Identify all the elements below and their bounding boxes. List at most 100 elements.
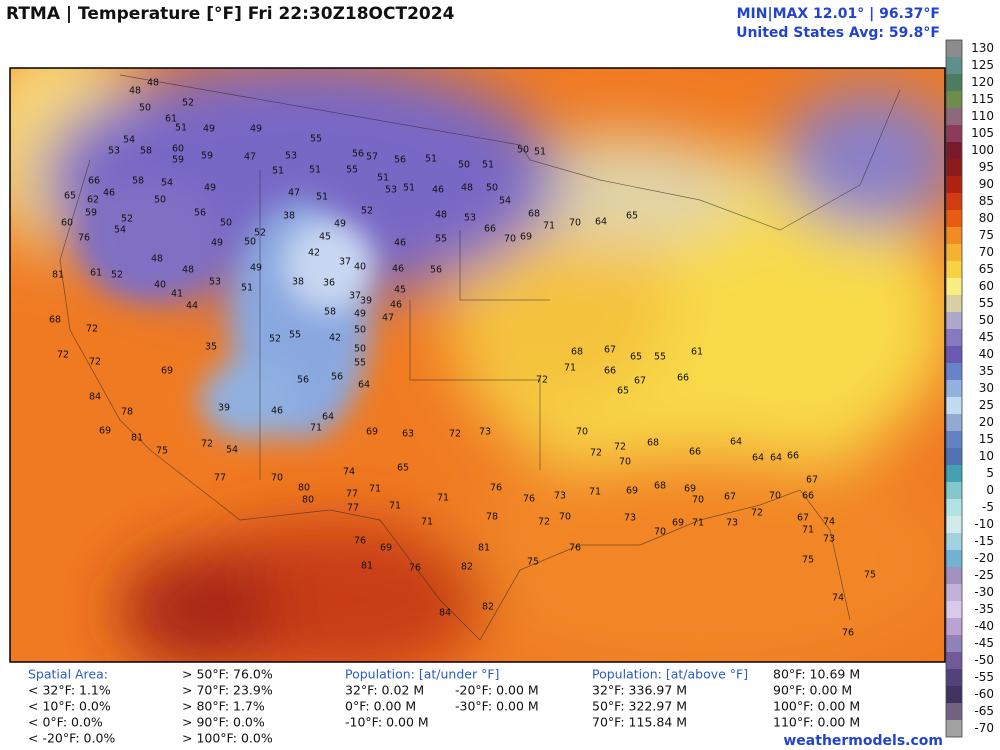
stat: -30°F: 0.00 M: [455, 699, 539, 714]
station-value: 82: [482, 602, 494, 613]
station-value: 52: [121, 214, 133, 225]
station-value: 72: [89, 357, 101, 368]
colorbar-swatch: [946, 57, 962, 74]
stat: 32°F: 0.02 M: [345, 683, 424, 698]
station-value: 58: [140, 146, 152, 157]
station-value: 55: [654, 352, 666, 363]
station-value: 51: [425, 154, 437, 165]
station-value: 71: [589, 487, 601, 498]
station-value: 49: [204, 183, 216, 194]
station-value: 71: [802, 525, 814, 536]
stat: < -20°F: 0.0%: [28, 731, 115, 746]
colorbar-swatch: [946, 601, 962, 618]
station-value: 74: [343, 467, 355, 478]
station-value: 48: [147, 78, 159, 89]
station-value: 48: [151, 254, 163, 265]
station-value: 52: [254, 228, 266, 239]
pop-above-title: Population: [at/above °F]: [592, 667, 748, 682]
colorbar-label: -10: [974, 517, 994, 531]
station-value: 58: [324, 307, 336, 318]
station-value: 71: [369, 484, 381, 495]
borders: [59, 74, 901, 641]
station-value: 69: [684, 484, 696, 495]
colorbar-label: -5: [982, 500, 994, 514]
stat: > 50°F: 76.0%: [182, 667, 273, 682]
colorbar-label: -35: [974, 602, 994, 616]
colorbar-label: 5: [986, 466, 994, 480]
colorbar-swatch: [946, 363, 962, 380]
minmax: MIN|MAX 12.01° | 96.37°F: [737, 6, 940, 22]
station-value: 64: [752, 453, 764, 464]
station-value: 73: [823, 534, 835, 545]
stat: < 10°F: 0.0%: [28, 699, 111, 714]
station-value: 50: [354, 325, 366, 336]
station-value: 49: [334, 219, 346, 230]
station-value: 47: [288, 188, 300, 199]
colorbar-label: 100: [971, 143, 994, 157]
colorbar-swatch: [946, 91, 962, 108]
station-value: 52: [361, 206, 373, 217]
station-value: 48: [129, 86, 141, 97]
station-value: 51: [175, 123, 187, 134]
colorbar-swatch: [946, 159, 962, 176]
station-value: 66: [604, 366, 616, 377]
colorbar-label: -60: [974, 687, 994, 701]
colorbar-label: 105: [971, 126, 994, 140]
station-value: 49: [250, 263, 262, 274]
station-value: 50: [486, 183, 498, 194]
station-value: 51: [241, 283, 253, 294]
station-value: 73: [726, 518, 738, 529]
station-value: 39: [218, 403, 230, 414]
station-value: 42: [308, 248, 320, 259]
station-value: 62: [87, 195, 99, 206]
colorbar-swatch: [946, 669, 962, 686]
colorbar-label: 30: [979, 381, 994, 395]
station-value: 46: [390, 300, 402, 311]
station-value: 69: [366, 427, 378, 438]
station-value: 46: [432, 185, 444, 196]
station-value: 66: [802, 491, 814, 502]
colorbar-label: -50: [974, 653, 994, 667]
station-value: 55: [435, 234, 447, 245]
station-value: 67: [806, 475, 818, 486]
colorbar-swatch: [946, 380, 962, 397]
colorbar-swatch: [946, 448, 962, 465]
station-value: 70: [619, 457, 631, 468]
station-value: 38: [283, 211, 295, 222]
station-value: 46: [392, 264, 404, 275]
station-value: 66: [787, 451, 799, 462]
station-value: 72: [614, 442, 626, 453]
station-value: 51: [309, 165, 321, 176]
station-value: 72: [449, 429, 461, 440]
station-value: 76: [354, 536, 366, 547]
stat: -20°F: 0.00 M: [455, 683, 539, 698]
station-value: 68: [654, 481, 666, 492]
colorbar-swatch: [946, 567, 962, 584]
colorbar-label: 20: [979, 415, 994, 429]
station-value: 69: [380, 543, 392, 554]
colorbar-label: 40: [979, 347, 994, 361]
station-value: 56: [194, 208, 206, 219]
station-value: 54: [114, 225, 126, 236]
colorbar-swatch: [946, 278, 962, 295]
station-value: 49: [250, 124, 262, 135]
station-value: 53: [385, 185, 397, 196]
station-value: 59: [201, 151, 213, 162]
station-value: 76: [490, 483, 502, 494]
station-value: 84: [89, 392, 101, 403]
station-value: 48: [461, 183, 473, 194]
station-value: 46: [394, 238, 406, 249]
station-value: 57: [366, 152, 378, 163]
colorbar-swatch: [946, 686, 962, 703]
station-value: 75: [864, 570, 876, 581]
station-value: 49: [211, 238, 223, 249]
station-value: 69: [99, 426, 111, 437]
colorbar-swatch: [946, 40, 962, 57]
station-value: 71: [389, 501, 401, 512]
station-value: 76: [569, 543, 581, 554]
stat: < 32°F: 1.1%: [28, 683, 111, 698]
station-value: 64: [770, 453, 782, 464]
station-value: 65: [64, 191, 76, 202]
station-value: 63: [402, 429, 414, 440]
station-value: 61: [90, 268, 102, 279]
